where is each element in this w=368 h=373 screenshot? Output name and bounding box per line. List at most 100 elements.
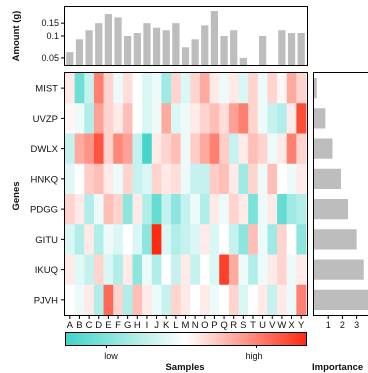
- heatmap-cell-PDGG-P: [209, 194, 220, 225]
- heatmap-cell-DWLX-I: [142, 133, 153, 165]
- heatmap-cell-GITU-D: [93, 224, 104, 255]
- column-label-J: J: [154, 320, 159, 331]
- heatmap-cell-UVZP-G: [122, 103, 133, 134]
- heatmap-cell-UVZP-E: [103, 103, 114, 134]
- heatmap-cell-IKUQ-Y: [296, 254, 307, 286]
- heatmap-cell-MIST-N: [190, 73, 201, 104]
- heatmap-cell-DWLX-D: [93, 133, 104, 165]
- heatmap-cell-IKUQ-F: [113, 254, 124, 286]
- heatmap-cell-PJVH-L: [171, 284, 182, 316]
- importance-bar-PJVH: [314, 289, 368, 310]
- heatmap-cell-IKUQ-Q: [219, 254, 230, 286]
- heatmap-cell-GITU-J: [151, 224, 162, 255]
- heatmap-cell-PJVH-N: [190, 284, 201, 316]
- heatmap-cell-GITU-S: [238, 224, 249, 255]
- colorbar-gradient: [65, 332, 307, 346]
- samples-axis-label: Samples: [165, 362, 204, 373]
- amount-bar-G: [124, 36, 132, 65]
- heatmap-cell-IKUQ-J: [151, 254, 162, 286]
- heatmap-cell-HNKQ-B: [74, 163, 85, 195]
- amount-bar-W: [278, 30, 286, 65]
- heatmap-cell-UVZP-N: [190, 103, 201, 134]
- heatmap-cell-GITU-Q: [219, 224, 230, 255]
- heatmap-cell-MIST-F: [113, 73, 124, 104]
- heatmap-cell-MIST-I: [142, 73, 153, 104]
- heatmap-cell-PDGG-T: [248, 194, 259, 225]
- heatmap-cell-IKUQ-N: [190, 254, 201, 286]
- heatmap-cell-HNKQ-T: [248, 163, 259, 195]
- heatmap-cell-DWLX-M: [180, 133, 191, 165]
- heatmap-cell-IKUQ-O: [199, 254, 210, 286]
- colorbar: low high Samples: [65, 332, 307, 373]
- column-label-W: W: [277, 320, 286, 331]
- heatmap-row-labels: MIST UVZP DWLX HNKQ PDGG GITU IKUQ PJVH: [30, 84, 65, 306]
- row-label-MIST: MIST: [35, 84, 58, 95]
- heatmap-cell-UVZP-I: [142, 103, 153, 134]
- heatmap-cell-GITU-A: [65, 224, 76, 255]
- amount-bar-K: [162, 30, 170, 65]
- heatmap-cell-PJVH-Q: [219, 284, 230, 316]
- amount-bar-L: [172, 23, 180, 66]
- heatmap-cell-DWLX-U: [257, 133, 268, 165]
- heatmap-cell-PDGG-N: [190, 194, 201, 225]
- heatmap-cell-GITU-T: [248, 224, 259, 255]
- column-label-A: A: [67, 320, 74, 331]
- heatmap-cell-GITU-V: [267, 224, 278, 255]
- heatmap-cell-MIST-A: [65, 73, 76, 104]
- heatmap-cell-UVZP-P: [209, 103, 220, 134]
- column-label-D: D: [95, 320, 102, 331]
- heatmap-cell-HNKQ-U: [257, 163, 268, 195]
- heatmap-cell-UVZP-H: [132, 103, 143, 134]
- amount-tick-label: 0.15: [41, 18, 59, 28]
- heatmap-cell-HNKQ-P: [209, 163, 220, 195]
- heatmap-cell-UVZP-L: [171, 103, 182, 134]
- heatmap-cell-PJVH-F: [113, 284, 124, 316]
- heatmap-cell-MIST-K: [161, 73, 172, 104]
- column-label-Y: Y: [298, 320, 305, 331]
- heatmap-cell-PDGG-E: [103, 194, 114, 225]
- column-label-I: I: [146, 320, 149, 331]
- row-label-PDGG: PDGG: [30, 205, 58, 216]
- top-bar-chart: 0.05 0.1 0.15 Amount (g): [11, 6, 308, 66]
- heatmap-cell-MIST-S: [238, 73, 249, 104]
- row-label-PJVH: PJVH: [34, 295, 58, 306]
- column-label-O: O: [201, 320, 208, 331]
- heatmap-cell-IKUQ-P: [209, 254, 220, 286]
- row-label-IKUQ: IKUQ: [35, 265, 58, 276]
- heatmap-cell-UVZP-W: [277, 103, 288, 134]
- heatmap-cell-PDGG-S: [238, 194, 249, 225]
- column-label-V: V: [269, 320, 276, 331]
- amount-bar-A: [66, 52, 74, 65]
- heatmap-cell-MIST-T: [248, 73, 259, 104]
- heatmap-cell-HNKQ-C: [84, 163, 95, 195]
- importance-bar-PDGG: [314, 199, 349, 220]
- heatmap-cell-HNKQ-D: [93, 163, 104, 195]
- heatmap-cell-PJVH-O: [199, 284, 210, 316]
- heatmap-cell-HNKQ-I: [142, 163, 153, 195]
- heatmap-cell-MIST-Y: [296, 73, 307, 104]
- amount-bar-E: [104, 14, 112, 65]
- heatmap-cell-PDGG-B: [74, 194, 85, 225]
- heatmap-cell-HNKQ-A: [65, 163, 76, 195]
- heatmap-cell-GITU-O: [199, 224, 210, 255]
- heatmap-cell-GITU-B: [74, 224, 85, 255]
- column-label-B: B: [76, 320, 82, 331]
- heatmap-cell-PDGG-A: [65, 194, 76, 225]
- heatmap-cell-GITU-I: [142, 224, 153, 255]
- amount-bar-I: [143, 23, 151, 66]
- importance-bar-IKUQ: [314, 259, 364, 280]
- heatmap-cell-UVZP-J: [151, 103, 162, 134]
- heatmap-cell-IKUQ-I: [142, 254, 153, 286]
- heatmap-cell-MIST-W: [277, 73, 288, 104]
- heatmap-cell-IKUQ-C: [84, 254, 95, 286]
- heatmap-cell-HNKQ-E: [103, 163, 114, 195]
- heatmap-cell-IKUQ-U: [257, 254, 268, 286]
- heatmap-cell-IKUQ-H: [132, 254, 143, 286]
- heatmap-cell-UVZP-S: [238, 103, 249, 134]
- amount-bar-H: [133, 32, 141, 65]
- heatmap-cell-PDGG-H: [132, 194, 143, 225]
- heatmap-cell-HNKQ-W: [277, 163, 288, 195]
